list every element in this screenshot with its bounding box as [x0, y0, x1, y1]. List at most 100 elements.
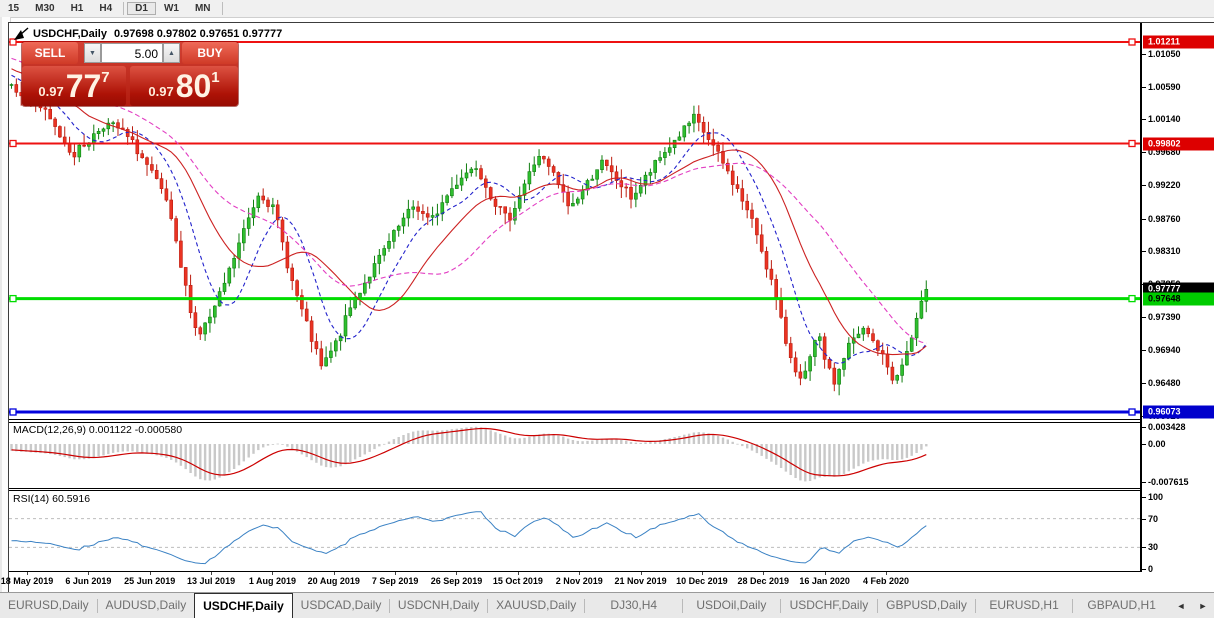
toolbar-separator — [123, 2, 125, 15]
price-tick-tickmark — [1142, 86, 1146, 88]
sell-price-sup: 7 — [101, 69, 110, 86]
tab-separator — [877, 599, 879, 613]
chart-title: USDCHF,Daily — [33, 28, 107, 40]
price-tick-tickmark — [1142, 152, 1146, 154]
date-tickmark — [272, 572, 274, 575]
chart-tab-USDCHF-Daily[interactable]: USDCHF,Daily — [789, 598, 869, 612]
price-tick-tickmark — [1142, 317, 1146, 319]
price-axis[interactable]: 1.01050 1.00590 1.00140 0.99680 0.99220 0.987… — [1141, 23, 1214, 574]
chart-arrow-icon — [14, 27, 29, 40]
timeframe-button-H4[interactable]: H4 — [99, 3, 113, 14]
price-tick: 0.97390 — [1148, 312, 1181, 323]
buy-price-sup: 1 — [211, 69, 220, 86]
rsi-tick-tickmark — [1142, 569, 1146, 570]
chart-tab-USDCHF-Daily[interactable]: USDCHF,Daily — [194, 593, 293, 618]
level-badge-0.97648: 0.97648 — [1143, 292, 1214, 306]
chart-tab-USDCAD-Daily[interactable]: USDCAD,Daily — [300, 598, 382, 612]
rsi-tick-tickmark — [1142, 518, 1146, 520]
rsi-tick: 100 — [1148, 492, 1164, 502]
tab-separator — [389, 599, 391, 613]
tab-scroll-left[interactable]: ◄ — [1176, 601, 1186, 611]
tab-scroll-arrows: ◄ ► — [1170, 593, 1214, 618]
buy-price-small: 0.97 — [148, 84, 174, 99]
rsi-tick-tickmark — [1142, 497, 1146, 498]
price-tick: 0.99680 — [1148, 147, 1181, 158]
macd-label: MACD(12,26,9) 0.001122 -0.000580 — [13, 424, 182, 436]
price-tick: 1.00590 — [1148, 81, 1181, 92]
macd-name: MACD(12,26,9) — [13, 424, 86, 436]
price-tick-tickmark — [1142, 185, 1146, 187]
date-label: 7 Sep 2019 — [371, 576, 419, 586]
level-badge-0.96073: 0.96073 — [1143, 405, 1214, 419]
chart-window[interactable]: USDCHF,Daily 0.97698 0.97802 0.97651 0.9… — [1, 22, 1214, 592]
date-label: 26 Sep 2019 — [430, 576, 483, 586]
price-tick-tickmark — [1142, 349, 1146, 351]
chart-tab-DJ30-H4[interactable]: DJ30,H4 — [610, 598, 658, 612]
timeframe-button-15[interactable]: 15 — [8, 3, 20, 14]
rsi-label: RSI(14) 60.5916 — [13, 493, 90, 505]
chart-tab-EURUSD-H1[interactable]: EURUSD,H1 — [989, 598, 1059, 612]
chart-tab-GBPUSD-Daily[interactable]: GBPUSD,Daily — [886, 598, 967, 612]
buy-price-big: 80 — [175, 68, 212, 104]
date-tickmark — [27, 572, 28, 575]
date-label: 28 Dec 2019 — [737, 576, 790, 586]
macd-values: 0.001122 -0.000580 — [88, 424, 183, 436]
date-label: 21 Nov 2019 — [614, 576, 667, 586]
chart-header: USDCHF,Daily 0.97698 0.97802 0.97651 0.9… — [13, 27, 282, 41]
date-label: 18 May 2019 — [0, 576, 54, 586]
tab-separator — [96, 599, 98, 613]
date-tickmark — [395, 572, 397, 575]
buy-button[interactable]: BUY — [182, 42, 238, 64]
date-label: 20 Aug 2019 — [307, 576, 360, 586]
price-tick-tickmark — [1142, 382, 1146, 384]
price-tick: 0.96480 — [1148, 377, 1181, 388]
chart-tab-GBPAUD-H1[interactable]: GBPAUD,H1 — [1087, 598, 1156, 612]
timeframe-button-D1[interactable]: D1 — [127, 2, 156, 15]
chart-canvas[interactable] — [9, 23, 1141, 572]
date-tickmark — [885, 572, 887, 575]
tab-scroll-right[interactable]: ► — [1198, 601, 1208, 611]
date-label: 13 Jul 2019 — [187, 576, 236, 586]
sell-button[interactable]: SELL — [22, 42, 78, 64]
price-tick: 0.96940 — [1148, 344, 1181, 355]
timeframe-button-M30[interactable]: M30 — [35, 3, 55, 14]
chart-tab-XAUUSD-Daily[interactable]: XAUUSD,Daily — [496, 598, 577, 612]
price-tick-tickmark — [1142, 119, 1146, 121]
rsi-value: 60.5916 — [52, 493, 91, 505]
rsi-tick-tickmark — [1142, 547, 1146, 549]
sell-price-small: 0.97 — [38, 84, 64, 99]
date-tickmark — [88, 572, 90, 575]
level-badge-0.99802: 0.99802 — [1143, 137, 1214, 150]
date-tickmark — [517, 572, 519, 575]
tab-separator — [974, 599, 976, 613]
timeframe-toolbar: 15 M30 H1 H4 D1 W1 MN — [0, 0, 1214, 18]
chart-tab-USDCNH-Daily[interactable]: USDCNH,Daily — [397, 598, 480, 612]
price-tick-tickmark — [1142, 218, 1146, 220]
volume-increase-button[interactable]: ▲ — [163, 43, 180, 63]
rsi-tick: 0 — [1148, 564, 1154, 574]
macd-tick-tickmark — [1142, 482, 1146, 483]
price-tick: 1.01050 — [1148, 48, 1181, 59]
date-tickmark — [579, 572, 581, 575]
date-label: 2 Nov 2019 — [555, 576, 603, 586]
chart-tab-USDOil-Daily[interactable]: USDOil,Daily — [696, 598, 767, 612]
date-tickmark — [640, 572, 642, 575]
volume-input[interactable]: 5.00 — [101, 43, 163, 63]
price-tick: 0.98310 — [1148, 245, 1181, 256]
price-tick-tickmark — [1142, 53, 1146, 55]
buy-price-box[interactable]: 0.97 80 1 — [130, 66, 238, 106]
chart-ohlc-values: 0.97698 0.97802 0.97651 0.97777 — [113, 28, 283, 40]
chart-tab-AUDUSD-Daily[interactable]: AUDUSD,Daily — [105, 598, 187, 612]
date-tickmark — [456, 572, 458, 575]
chart-tab-EURUSD-Daily[interactable]: EURUSD,Daily — [7, 598, 89, 612]
sell-price-box[interactable]: 0.97 77 7 — [22, 66, 126, 106]
toolbar-separator — [221, 2, 223, 15]
volume-decrease-button[interactable]: ▼ — [84, 43, 101, 63]
date-tickmark — [333, 572, 335, 575]
date-axis[interactable]: 18 May 2019 6 Jun 2019 25 Jun 2019 13 Jul 2… — [1, 572, 1141, 592]
timeframe-button-W1[interactable]: W1 — [163, 3, 179, 14]
timeframe-button-MN[interactable]: MN — [194, 3, 211, 14]
timeframe-button-H1[interactable]: H1 — [70, 3, 84, 14]
date-tickmark — [763, 572, 765, 575]
date-label: 15 Oct 2019 — [492, 576, 543, 586]
